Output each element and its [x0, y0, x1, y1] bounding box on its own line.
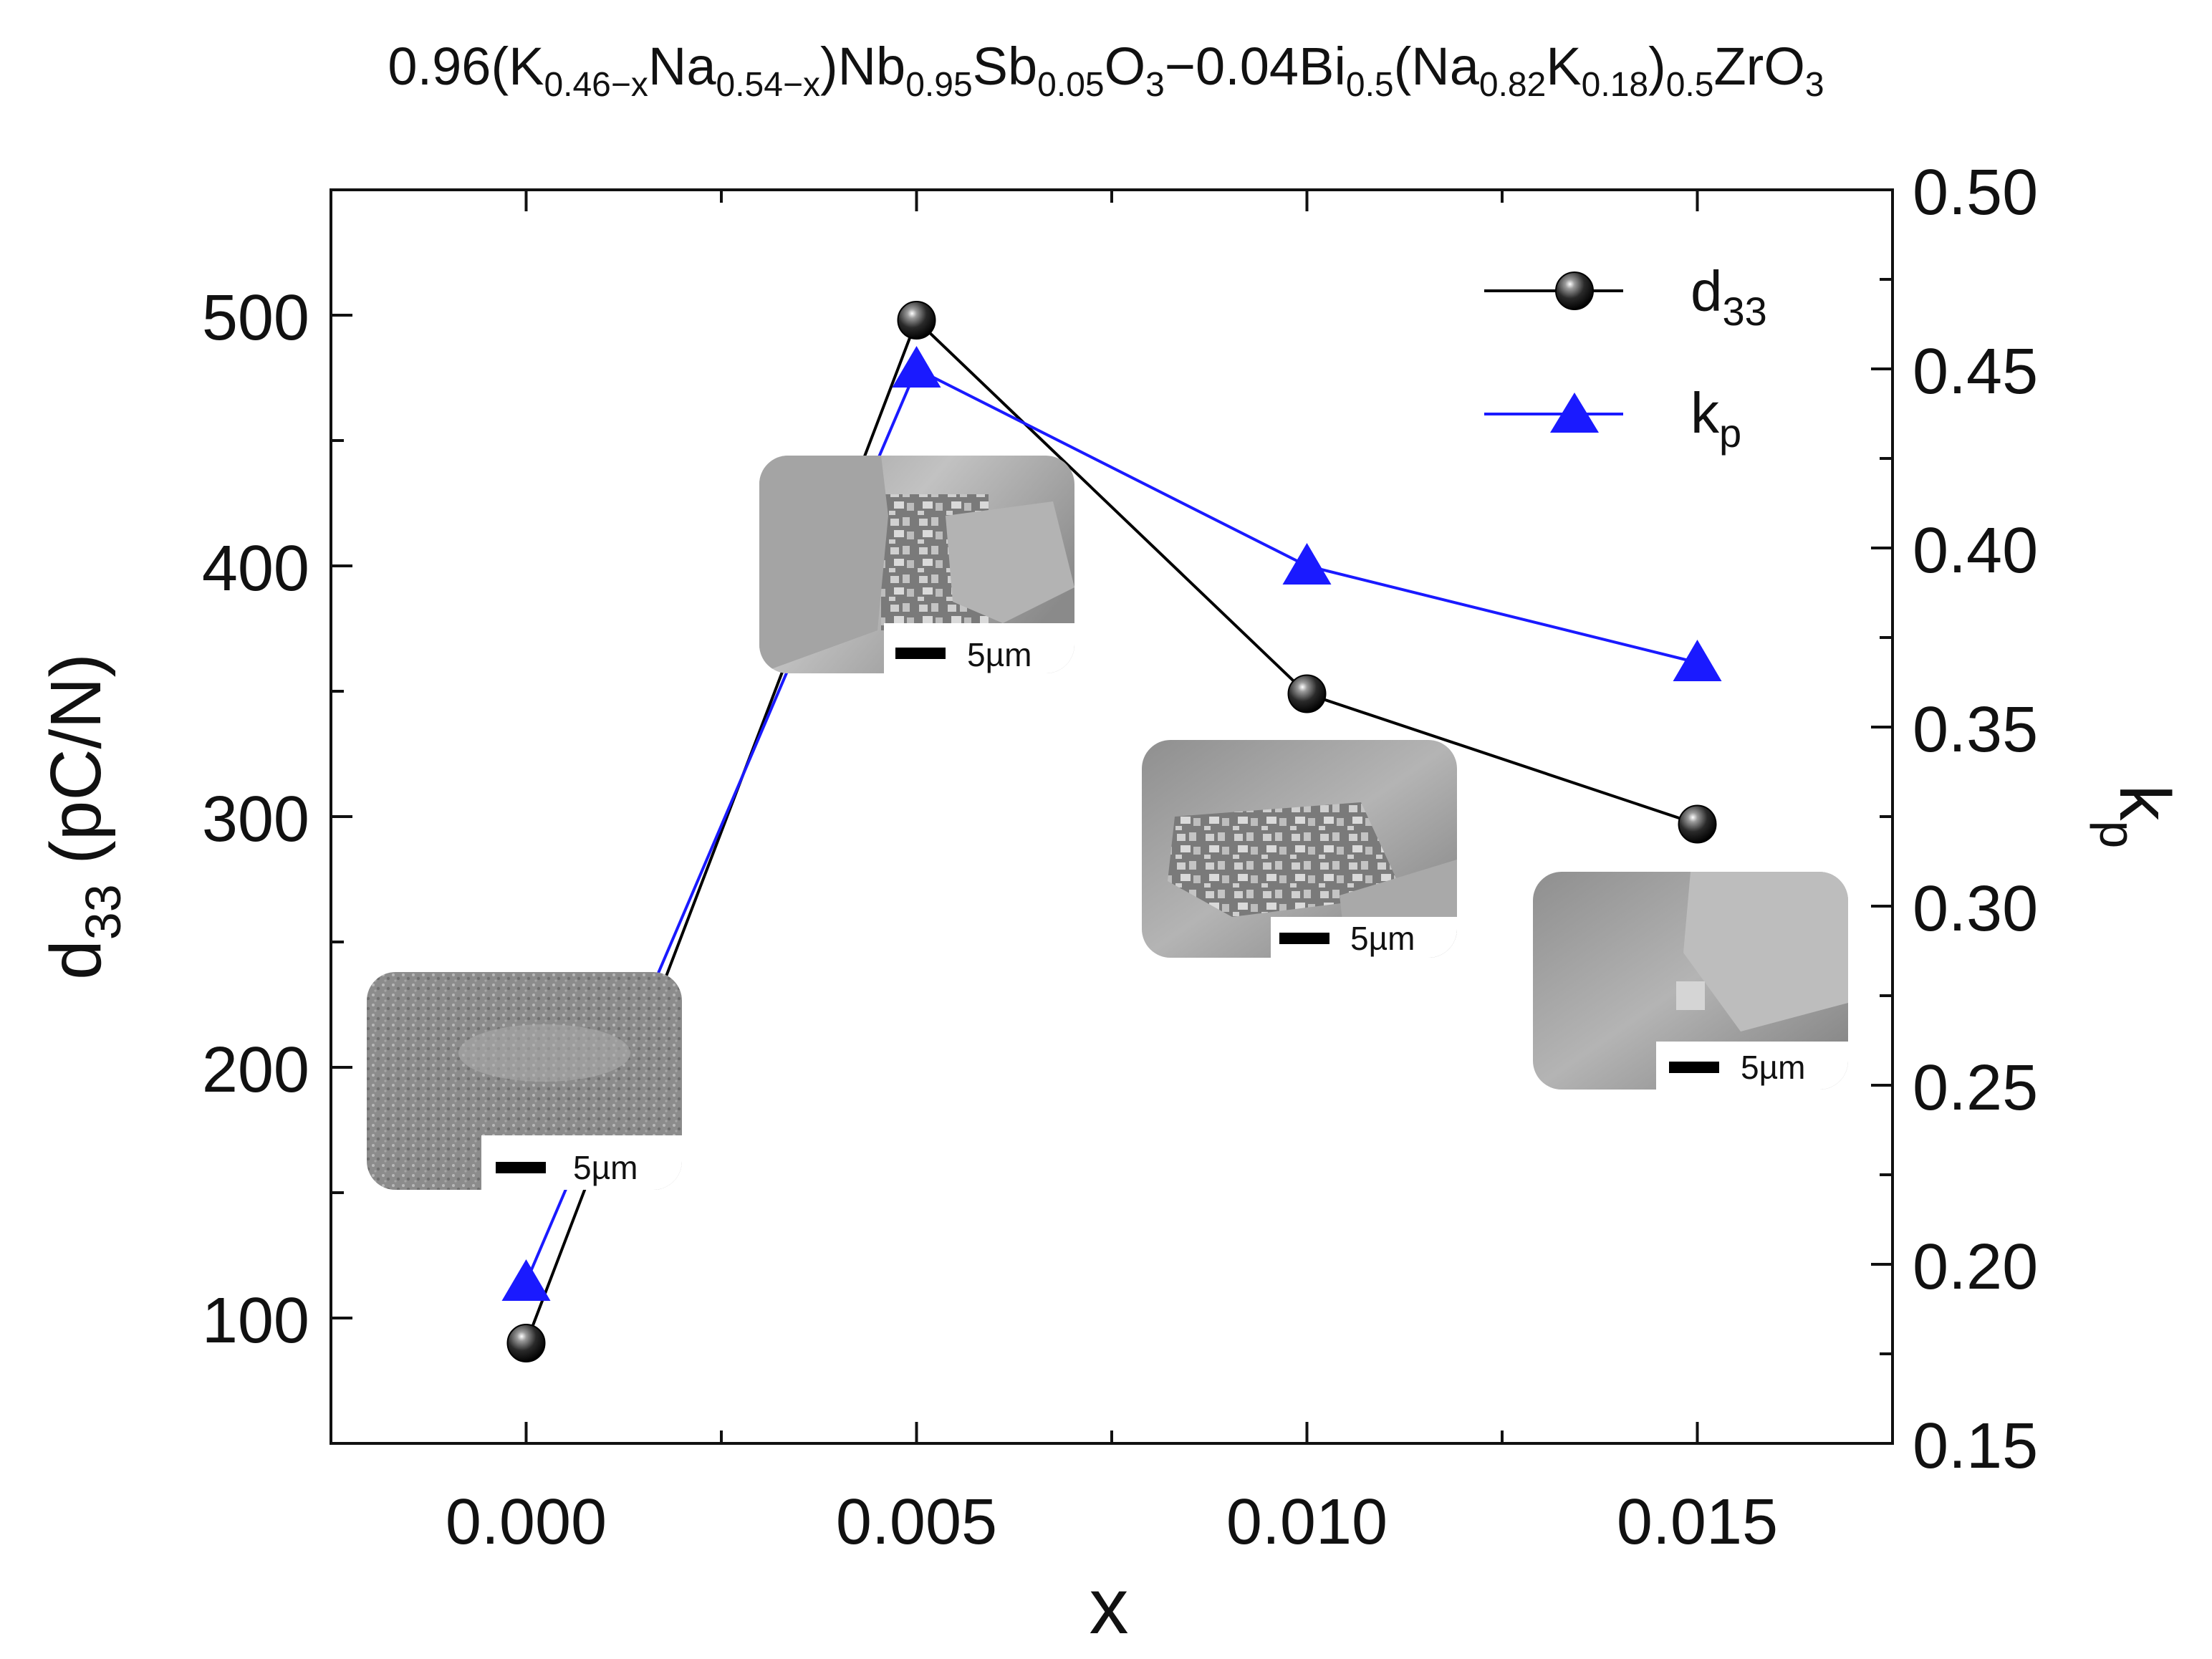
y-right-tick-label: 0.35: [1913, 694, 2038, 766]
y-left-tick-label: 400: [202, 533, 309, 605]
kp-point: [1283, 543, 1332, 585]
y-right-tick-label: 0.20: [1913, 1231, 2038, 1303]
x-axis-title: x: [1090, 1562, 1129, 1650]
series-line-d33: [526, 320, 1698, 1343]
y-right-tick-label: 0.50: [1913, 157, 2038, 229]
x-tick-label: 0.000: [446, 1486, 607, 1558]
sem-inset-x0010: 5µm: [1142, 740, 1457, 958]
x-tick-label: 0.010: [1226, 1486, 1388, 1558]
y-right-tick-label: 0.25: [1913, 1052, 2038, 1124]
y-left-tick-label: 100: [202, 1285, 309, 1357]
sem-inset-x0005: 5µm: [759, 456, 1074, 673]
d33-point: [1679, 806, 1716, 843]
y-axis-left-title: d33 (pC/N): [36, 653, 131, 980]
x-tick-label: 0.015: [1617, 1486, 1778, 1558]
y-right-tick-label: 0.40: [1913, 515, 2038, 587]
series-markers: [502, 302, 1722, 1362]
scale-bar-label: 5µm: [1741, 1049, 1805, 1086]
x-tick-label: 0.005: [836, 1486, 997, 1558]
axis-ticks: [331, 190, 1893, 1443]
y-right-tick-label: 0.45: [1913, 336, 2038, 408]
d33-point: [508, 1324, 545, 1362]
legend-label-d33: d33: [1691, 259, 1767, 334]
y-axis-right-title: kp: [2090, 785, 2185, 849]
y-left-tick-label: 500: [202, 282, 309, 354]
legend: d33 kp: [1484, 259, 1767, 456]
sem-inset-x0000: 5µm: [367, 972, 682, 1190]
scale-bar-label: 5µm: [573, 1149, 638, 1186]
y-right-tick-label: 0.30: [1913, 873, 2038, 945]
d33-point: [1289, 675, 1326, 713]
legend-marker-d33: [1556, 272, 1593, 309]
plot-frame: [331, 190, 1893, 1443]
y-right-tick-label: 0.15: [1913, 1410, 2038, 1482]
tick-labels: 0.000 0.005 0.010 0.015 100 200 300 400 500 0.15 0…: [202, 157, 2038, 1558]
d33-point: [898, 302, 936, 339]
scale-bar-label: 5µm: [1350, 920, 1415, 957]
y-left-tick-label: 300: [202, 784, 309, 855]
scale-bar-label: 5µm: [967, 636, 1032, 673]
kp-point: [1673, 640, 1722, 681]
sem-inset-x0015: 5µm: [1533, 872, 1848, 1090]
chart-title: 0.96(K0.46−xNa0.54−x)Nb0.95Sb0.05O3−0.04…: [388, 37, 1824, 104]
kp-point: [502, 1259, 551, 1301]
y-left-tick-label: 200: [202, 1034, 309, 1106]
chart-canvas: 0.96(K0.46−xNa0.54−x)Nb0.95Sb0.05O3−0.04…: [0, 0, 2212, 1659]
legend-label-kp: kp: [1691, 381, 1741, 456]
